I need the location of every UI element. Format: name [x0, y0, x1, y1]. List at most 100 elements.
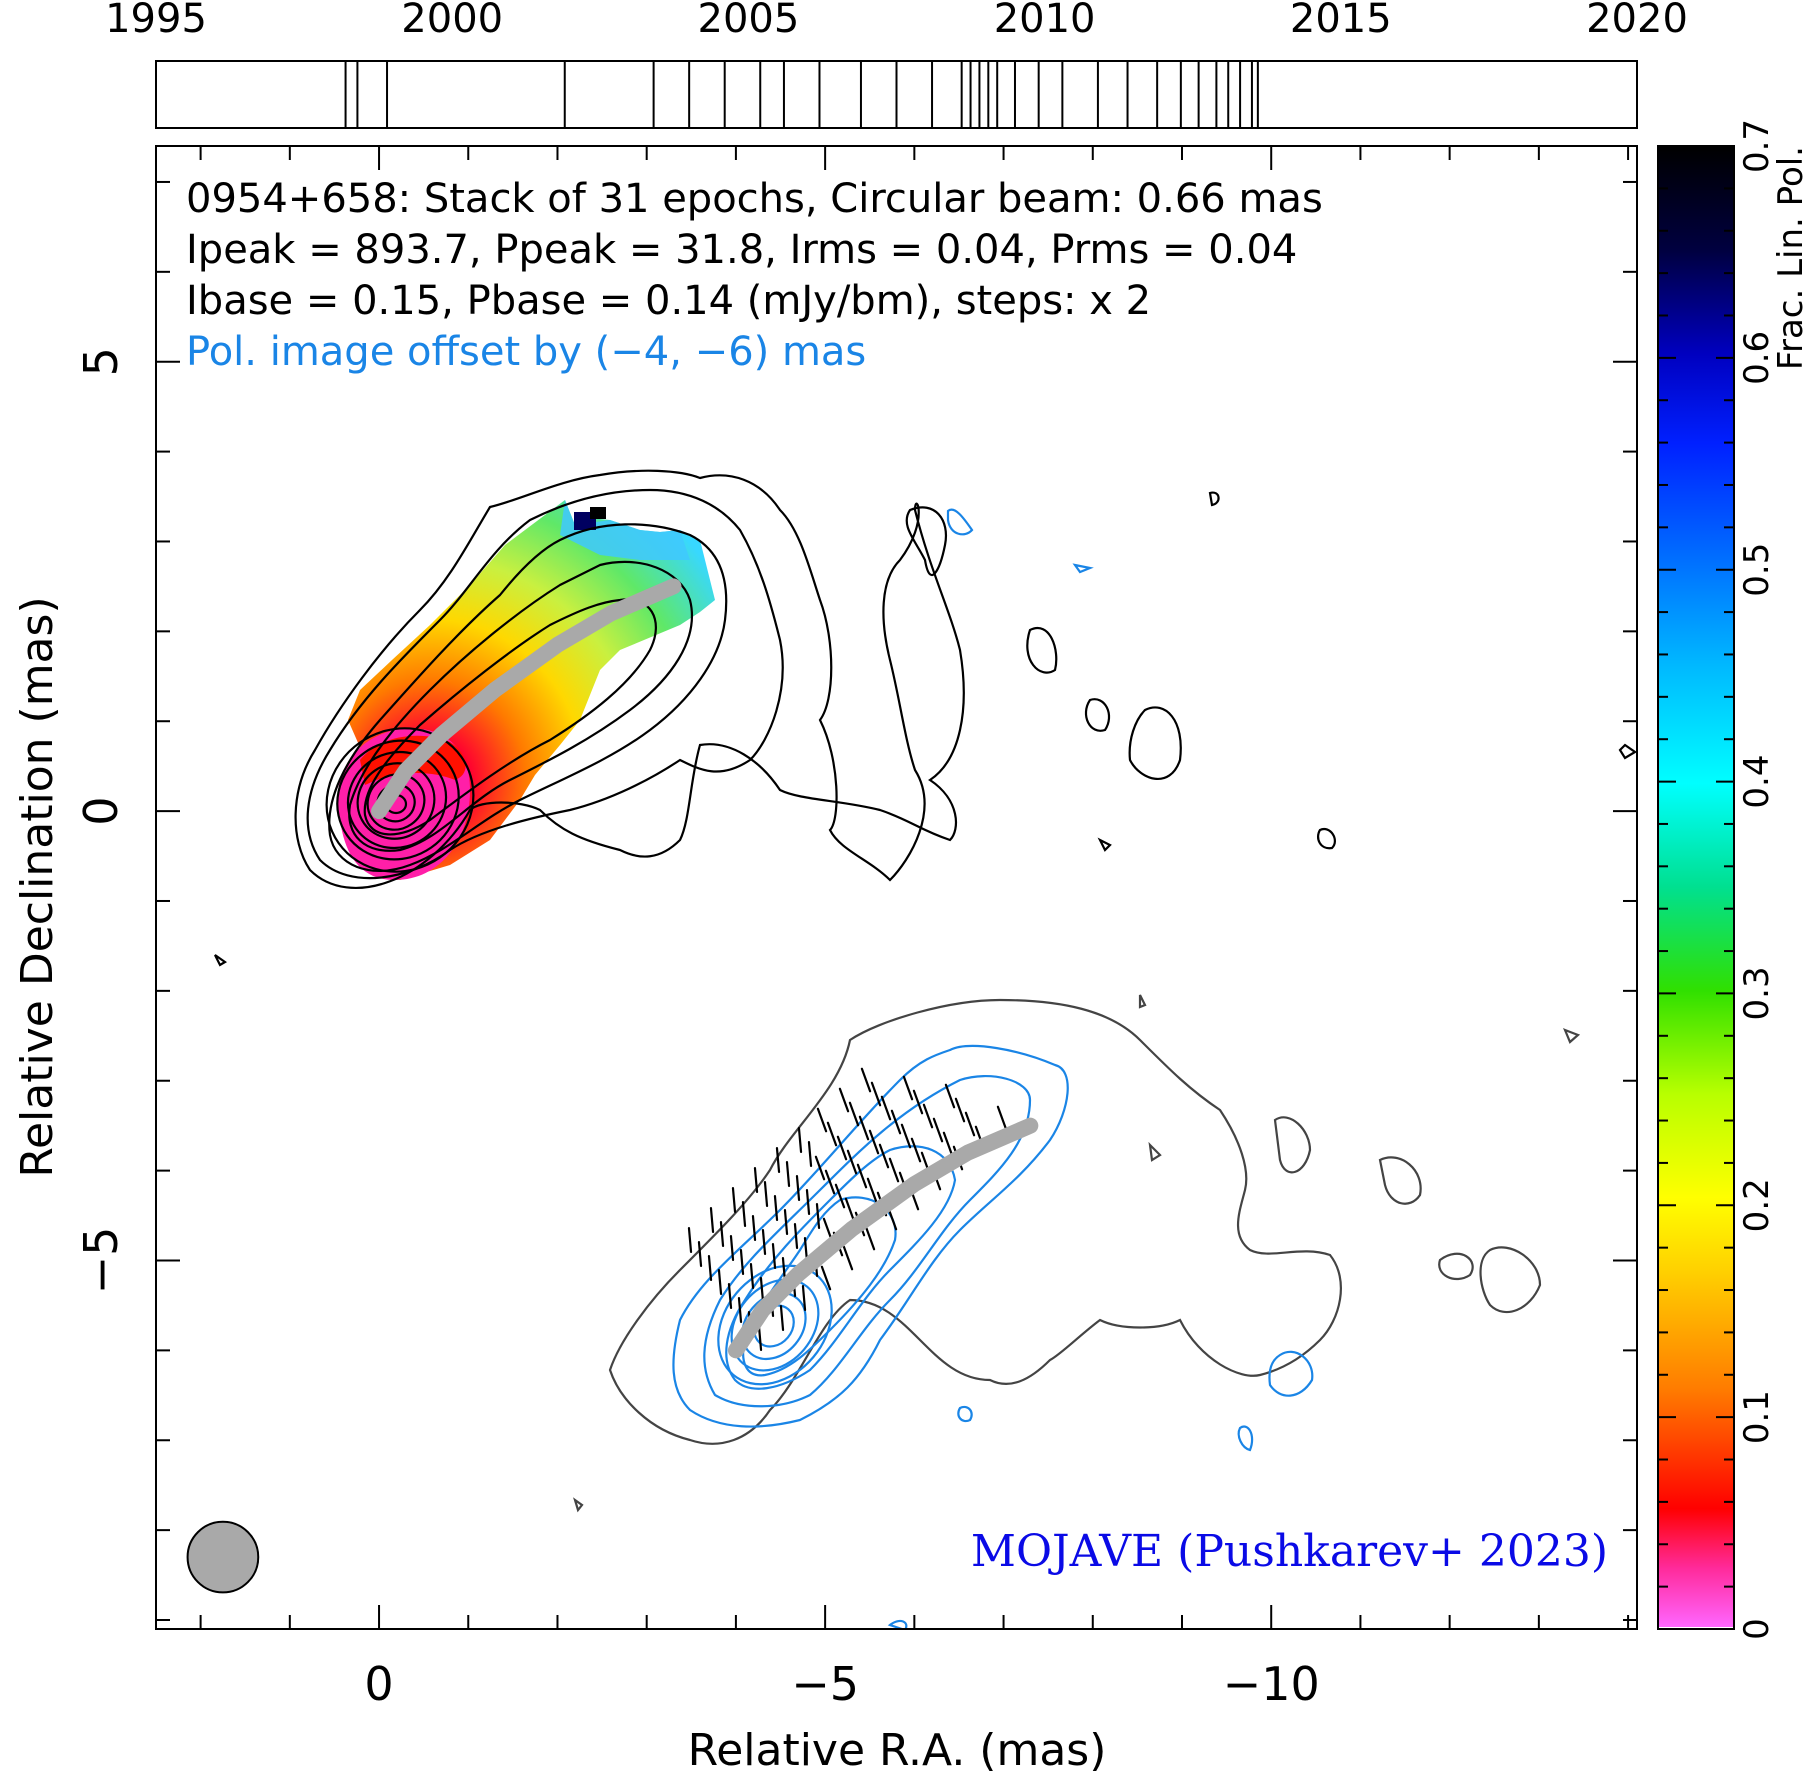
evpa-tick — [838, 1087, 850, 1113]
evpa-tick — [836, 1135, 848, 1161]
colorbar-ticks — [1658, 145, 1734, 1630]
evpa-tick — [912, 1089, 924, 1115]
credit-label: MOJAVE (Pushkarev+ 2023) — [971, 1526, 1608, 1577]
evpa-tick — [844, 1197, 856, 1223]
evpa-tick — [864, 1225, 876, 1251]
evpa-tick — [759, 1276, 765, 1304]
y-tick-label: 0 — [74, 796, 128, 825]
epoch-timeline: 1995 2000 2005 2010 2015 2020 — [105, 0, 1688, 129]
evpa-tick — [944, 1083, 956, 1109]
evpa-tick — [737, 1296, 743, 1324]
restoring-beam — [186, 1520, 260, 1594]
evpa-tick — [932, 1117, 944, 1143]
epoch-lines — [344, 62, 1259, 127]
evpa-tick — [795, 1174, 801, 1202]
polarized-intensity-contours — [672, 508, 1314, 1629]
evpa-tick — [858, 1115, 870, 1141]
evpa-tick — [880, 1095, 892, 1121]
x-tick-label: 0 — [364, 1657, 393, 1711]
timeline-year-label: 1995 — [105, 0, 207, 42]
evpa-tick — [731, 1186, 737, 1214]
evpa-tick — [741, 1200, 747, 1228]
fractional-pol-dark-pixel-2 — [590, 507, 606, 519]
evpa-tick — [900, 1123, 912, 1149]
evpa-tick — [719, 1220, 725, 1248]
plot-frame — [155, 145, 1638, 1630]
timeline-year-label: 2015 — [1290, 0, 1392, 42]
colorbar-gradient — [1658, 147, 1734, 1627]
evpa-tick — [890, 1109, 902, 1135]
evpa-tick — [771, 1242, 777, 1270]
evpa-tick — [763, 1180, 769, 1208]
stokes-i-contours — [214, 469, 1637, 967]
evpa-tick — [910, 1137, 922, 1163]
evpa-tick — [868, 1129, 880, 1155]
timeline-year-label: 2010 — [994, 0, 1096, 42]
evpa-tick — [842, 1245, 854, 1271]
evpa-tick — [785, 1160, 791, 1188]
evpa-tick — [749, 1262, 755, 1290]
evpa-tick — [815, 1202, 821, 1230]
evpa-tick — [687, 1226, 693, 1254]
evpa-tick — [779, 1304, 785, 1332]
axis-tick-labels: 0 −5 −10 5 0 −5 — [74, 347, 1320, 1711]
colorbar-tick-label: 0.5 — [1737, 543, 1777, 597]
jet-ridge-line — [371, 578, 682, 820]
evpa-tick — [814, 1155, 826, 1181]
evpa-tick — [824, 1169, 836, 1195]
timeline-year-label: 2005 — [698, 0, 800, 42]
evpa-tick — [773, 1194, 779, 1222]
evpa-tick — [942, 1131, 954, 1157]
fractional-pol-map-blue-tip — [560, 500, 690, 560]
evpa-tick — [870, 1081, 882, 1107]
x-tick-label: −10 — [1223, 1657, 1320, 1711]
evpa-tick — [751, 1214, 757, 1242]
evpa-tick — [727, 1282, 733, 1310]
colorbar-tick-label: 0.2 — [1737, 1178, 1777, 1232]
evpa-tick — [753, 1166, 759, 1194]
evpa-tick — [826, 1121, 838, 1147]
evpa-tick — [797, 1126, 803, 1154]
plot-area — [186, 469, 1637, 1629]
evpa-tick — [793, 1222, 799, 1250]
evpa-tick — [834, 1183, 846, 1209]
timeline-year-label: 2020 — [1586, 0, 1688, 42]
header-line-1: 0954+658: Stack of 31 epochs, Circular b… — [186, 176, 1323, 222]
evpa-tick — [860, 1067, 872, 1093]
evpa-tick — [996, 1105, 1008, 1131]
colorbar-tick-label: 0.3 — [1737, 966, 1777, 1020]
evpa-tick — [848, 1101, 860, 1127]
evpa-tick — [888, 1157, 900, 1183]
evpa-tick — [954, 1097, 966, 1123]
evpa-ticks — [687, 1067, 1008, 1352]
offset-stokes-i-contours — [573, 994, 1581, 1513]
y-axis-label: Relative Declination (mas) — [12, 596, 63, 1177]
timeline-labels: 1995 2000 2005 2010 2015 2020 — [105, 0, 1688, 42]
pol-offset-note: Pol. image offset by (−4, −6) mas — [186, 329, 866, 375]
colorbar-tick-labels: 0 0.1 0.2 0.3 0.4 0.5 0.6 0.7 — [1737, 119, 1777, 1640]
evpa-tick — [707, 1254, 713, 1282]
evpa-tick — [697, 1240, 703, 1268]
evpa-tick — [775, 1146, 781, 1174]
evpa-tick — [820, 1265, 832, 1291]
x-axis-label: Relative R.A. (mas) — [688, 1725, 1107, 1776]
x-tick-label: −5 — [791, 1657, 859, 1711]
colorbar-tick-label: 0.1 — [1737, 1390, 1777, 1444]
evpa-tick — [709, 1206, 715, 1234]
jet-ridge-line-offset — [727, 1117, 1039, 1359]
evpa-tick — [964, 1111, 976, 1137]
evpa-tick — [856, 1163, 868, 1189]
colorbar-tick-label: 0 — [1737, 1618, 1777, 1640]
evpa-tick — [761, 1228, 767, 1256]
colorbar-tick-label: 0.7 — [1737, 119, 1777, 173]
colorbar-tick-label: 0.6 — [1737, 331, 1777, 385]
evpa-tick — [729, 1234, 735, 1262]
y-tick-label: −5 — [74, 1227, 128, 1295]
evpa-tick — [783, 1208, 789, 1236]
evpa-tick — [717, 1268, 723, 1296]
colorbar-tick-label: 0.4 — [1737, 755, 1777, 809]
evpa-tick — [816, 1107, 828, 1133]
evpa-tick — [739, 1248, 745, 1276]
colorbar: 0 0.1 0.2 0.3 0.4 0.5 0.6 0.7 Frac. Lin. Pol. — [1657, 119, 1811, 1640]
